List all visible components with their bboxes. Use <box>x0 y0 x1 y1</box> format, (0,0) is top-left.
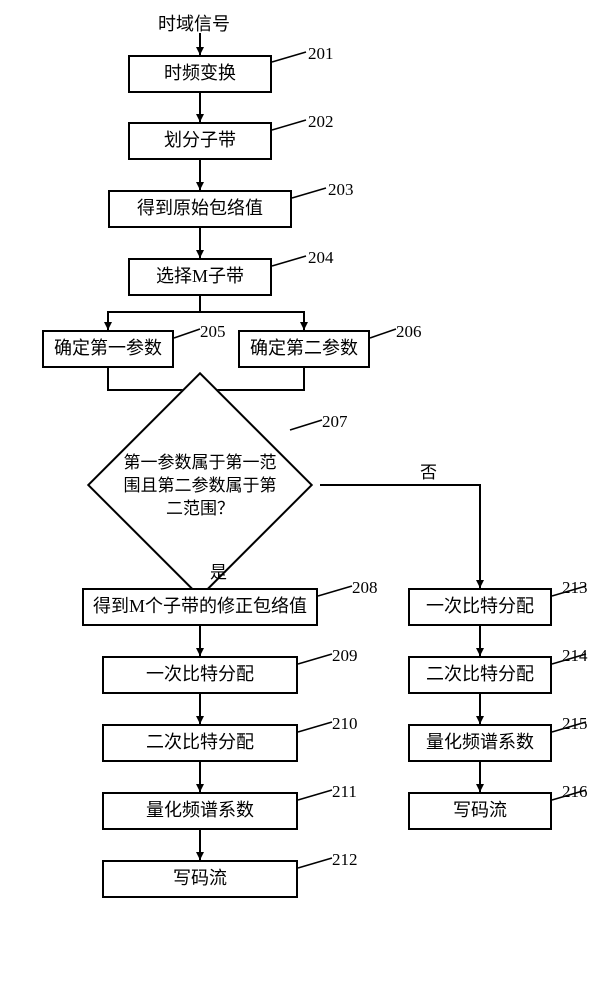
node-214-label: 二次比特分配 <box>426 664 534 686</box>
num-211: 211 <box>332 782 357 802</box>
node-213-label: 一次比特分配 <box>426 596 534 618</box>
node-212: 写码流 <box>102 860 298 898</box>
num-205: 205 <box>200 322 226 342</box>
node-213: 一次比特分配 <box>408 588 552 626</box>
node-214: 二次比特分配 <box>408 656 552 694</box>
num-206: 206 <box>396 322 422 342</box>
node-204-label: 选择M子带 <box>156 266 244 288</box>
node-205: 确定第一参数 <box>42 330 174 368</box>
node-210: 二次比特分配 <box>102 724 298 762</box>
node-212-label: 写码流 <box>173 868 227 890</box>
num-201: 201 <box>308 44 334 64</box>
node-210-label: 二次比特分配 <box>146 732 254 754</box>
arrows-layer <box>0 0 607 1000</box>
num-204: 204 <box>308 248 334 268</box>
node-201-label: 时频变换 <box>164 63 236 85</box>
decision-l3: 二范围？ <box>166 499 234 518</box>
node-204: 选择M子带 <box>128 258 272 296</box>
branch-yes: 是 <box>210 558 227 583</box>
num-215: 215 <box>562 714 588 734</box>
num-216: 216 <box>562 782 588 802</box>
node-215-label: 量化频谱系数 <box>426 732 534 754</box>
node-202-label: 划分子带 <box>164 130 236 152</box>
num-207: 207 <box>322 412 348 432</box>
num-212: 212 <box>332 850 358 870</box>
node-206: 确定第二参数 <box>238 330 370 368</box>
num-209: 209 <box>332 646 358 666</box>
node-208: 得到M个子带的修正包络值 <box>82 588 318 626</box>
flowchart-canvas: 时域信号 时频变换 201 划分子带 202 得到原始包络值 203 选择M子带… <box>0 0 607 1000</box>
node-203: 得到原始包络值 <box>108 190 292 228</box>
num-213: 213 <box>562 578 588 598</box>
node-209-label: 一次比特分配 <box>146 664 254 686</box>
node-203-label: 得到原始包络值 <box>137 198 263 220</box>
decision-207-text: 第一参数属于第一范 围且第二参数属于第 二范围？ <box>110 452 290 521</box>
node-211: 量化频谱系数 <box>102 792 298 830</box>
decision-l1: 第一参数属于第一范 <box>124 453 277 472</box>
branch-no: 否 <box>420 458 437 483</box>
node-211-label: 量化频谱系数 <box>146 800 254 822</box>
node-201: 时频变换 <box>128 55 272 93</box>
node-216-label: 写码流 <box>453 800 507 822</box>
node-216: 写码流 <box>408 792 552 830</box>
node-208-label: 得到M个子带的修正包络值 <box>93 596 307 618</box>
node-209: 一次比特分配 <box>102 656 298 694</box>
node-205-label: 确定第一参数 <box>54 338 162 360</box>
num-203: 203 <box>328 180 354 200</box>
num-214: 214 <box>562 646 588 666</box>
node-206-label: 确定第二参数 <box>250 338 358 360</box>
num-208: 208 <box>352 578 378 598</box>
num-210: 210 <box>332 714 358 734</box>
num-202: 202 <box>308 112 334 132</box>
start-label: 时域信号 <box>158 10 230 36</box>
decision-l2: 围且第二参数属于第 <box>124 476 277 495</box>
node-202: 划分子带 <box>128 122 272 160</box>
node-215: 量化频谱系数 <box>408 724 552 762</box>
